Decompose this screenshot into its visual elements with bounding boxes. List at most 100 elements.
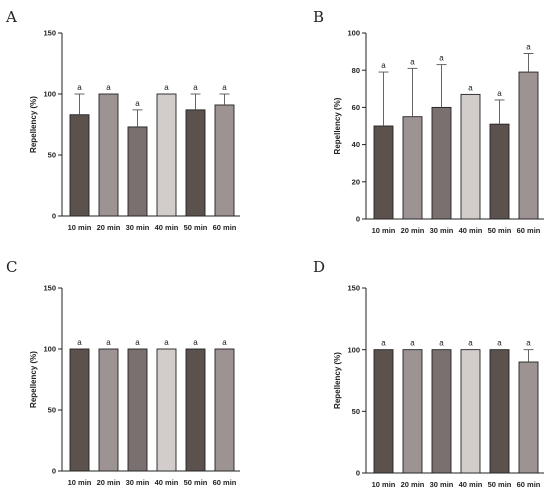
significance-label: a: [222, 83, 227, 92]
bar-20-min: [402, 116, 423, 220]
y-tick-label: 40: [352, 140, 360, 149]
bar-10-min: [69, 114, 90, 217]
bar-60-min: [214, 104, 235, 217]
significance-label: a: [497, 339, 502, 348]
significance-label: a: [410, 57, 415, 66]
x-tick-label: 20 min: [401, 226, 425, 235]
x-tick-label: 40 min: [459, 480, 483, 489]
significance-label: a: [164, 338, 169, 347]
y-tick-label: 0: [52, 467, 56, 476]
bar-40-min: [156, 348, 177, 472]
y-tick-label: 0: [356, 469, 360, 478]
x-tick-label: 30 min: [126, 223, 150, 232]
bar-60-min: [214, 348, 235, 472]
x-tick-label: 20 min: [97, 478, 121, 487]
x-tick-label: 20 min: [401, 480, 425, 489]
bar-30-min: [127, 348, 148, 472]
significance-label: a: [77, 338, 82, 347]
significance-label: a: [106, 338, 111, 347]
y-axis-label: Repellency (%): [333, 352, 342, 409]
significance-label: a: [526, 42, 531, 51]
x-tick-label: 30 min: [430, 480, 454, 489]
x-tick-label: 50 min: [184, 223, 208, 232]
y-tick-label: 50: [352, 407, 360, 416]
x-tick-label: 30 min: [430, 226, 454, 235]
bar-40-min: [460, 93, 481, 220]
x-tick-label: 10 min: [372, 480, 396, 489]
y-tick-label: 100: [347, 29, 360, 38]
significance-label: a: [164, 83, 169, 92]
y-tick-label: 100: [347, 345, 360, 354]
significance-label: a: [193, 83, 198, 92]
bar-10-min: [373, 349, 394, 474]
x-tick-label: 40 min: [155, 478, 179, 487]
x-tick-label: 60 min: [517, 226, 541, 235]
y-tick-label: 20: [352, 177, 360, 186]
significance-label: a: [439, 339, 444, 348]
y-axis-label: Repellency (%): [333, 97, 342, 154]
x-tick-label: 60 min: [213, 223, 237, 232]
chart-panel-a: A 0 50 100 150 Repellency (%) a 10 min a 20 min a 3…: [5, 8, 240, 232]
bar-60-min: [518, 71, 539, 220]
y-tick-label: 150: [43, 284, 56, 293]
x-tick-label: 20 min: [97, 223, 121, 232]
y-tick-label: 150: [43, 29, 56, 38]
bar-20-min: [402, 349, 423, 474]
significance-label: a: [135, 338, 140, 347]
bar-50-min: [489, 123, 510, 220]
significance-label: a: [468, 339, 473, 348]
bar-20-min: [98, 93, 119, 217]
x-tick-label: 30 min: [126, 478, 150, 487]
bar-30-min: [431, 349, 452, 474]
bar-60-min: [518, 361, 539, 474]
x-tick-label: 60 min: [517, 480, 541, 489]
panel-letter: D: [313, 258, 325, 276]
bar-10-min: [69, 348, 90, 472]
y-tick-label: 100: [43, 90, 56, 99]
significance-label: a: [468, 83, 473, 92]
significance-label: a: [410, 339, 415, 348]
y-tick-label: 50: [48, 406, 56, 415]
significance-label: a: [439, 54, 444, 63]
bar-50-min: [185, 109, 206, 217]
y-axis-label: Repellency (%): [29, 96, 38, 153]
y-tick-label: 50: [48, 151, 56, 160]
x-tick-label: 50 min: [184, 478, 208, 487]
chart-panel-c: C 0 50 100 150 Repellency (%) a 10 min a 20 min a 3…: [6, 258, 240, 487]
panel-letter: C: [6, 258, 17, 276]
significance-label: a: [381, 339, 386, 348]
x-tick-label: 50 min: [488, 480, 512, 489]
bar-50-min: [489, 349, 510, 474]
x-tick-label: 40 min: [459, 226, 483, 235]
significance-label: a: [77, 83, 82, 92]
chart-panel-d: D 0 50 100 150 Repellency (%) a 10 min a 20 min a 3…: [313, 258, 544, 489]
bar-30-min: [127, 126, 148, 217]
significance-label: a: [193, 338, 198, 347]
significance-label: a: [135, 99, 140, 108]
x-tick-label: 10 min: [68, 478, 92, 487]
chart-panel-b: B 0 20 40 60 80 100 Repellency (%) a 10 min a 20 mi…: [313, 8, 544, 235]
y-tick-label: 0: [356, 215, 360, 224]
x-tick-label: 10 min: [68, 223, 92, 232]
bar-20-min: [98, 348, 119, 472]
significance-label: a: [381, 61, 386, 70]
y-tick-label: 60: [352, 103, 360, 112]
significance-label: a: [222, 338, 227, 347]
bar-10-min: [373, 125, 394, 220]
significance-label: a: [497, 89, 502, 98]
significance-label: a: [526, 339, 531, 348]
panel-letter: B: [313, 8, 324, 26]
x-tick-label: 50 min: [488, 226, 512, 235]
y-axis-label: Repellency (%): [29, 351, 38, 408]
y-tick-label: 80: [352, 66, 360, 75]
significance-label: a: [106, 83, 111, 92]
x-tick-label: 40 min: [155, 223, 179, 232]
bar-30-min: [431, 106, 452, 220]
y-tick-label: 0: [52, 212, 56, 221]
x-tick-label: 10 min: [372, 226, 396, 235]
y-tick-label: 100: [43, 345, 56, 354]
x-tick-label: 60 min: [213, 478, 237, 487]
bar-40-min: [156, 93, 177, 217]
bar-40-min: [460, 349, 481, 474]
